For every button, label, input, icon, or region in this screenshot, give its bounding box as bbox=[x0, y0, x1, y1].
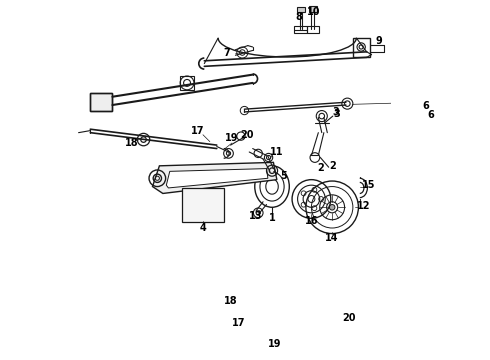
Text: 6: 6 bbox=[422, 101, 429, 111]
Bar bbox=[294, 26, 307, 33]
Text: 9: 9 bbox=[375, 36, 382, 46]
Bar bbox=[182, 188, 223, 222]
Text: 16: 16 bbox=[305, 216, 318, 226]
Text: 2: 2 bbox=[329, 161, 336, 171]
Text: 12: 12 bbox=[357, 201, 370, 211]
Polygon shape bbox=[152, 162, 277, 193]
Text: 8: 8 bbox=[295, 12, 302, 22]
Text: 3: 3 bbox=[334, 109, 341, 119]
Text: 17: 17 bbox=[232, 318, 245, 328]
Text: 19: 19 bbox=[225, 133, 239, 143]
Text: 13: 13 bbox=[249, 211, 263, 221]
Bar bbox=[297, 7, 305, 13]
Text: 10: 10 bbox=[307, 8, 320, 17]
Text: 14: 14 bbox=[325, 233, 339, 243]
Text: 4: 4 bbox=[199, 223, 206, 233]
Bar bbox=[90, 93, 112, 111]
Bar bbox=[180, 76, 194, 90]
Text: 18: 18 bbox=[125, 138, 139, 148]
Text: 15: 15 bbox=[362, 180, 375, 190]
Bar bbox=[353, 38, 370, 57]
Text: 6: 6 bbox=[428, 111, 434, 120]
Bar bbox=[307, 26, 319, 33]
Text: 7: 7 bbox=[223, 48, 230, 58]
Circle shape bbox=[329, 204, 335, 210]
Text: 1: 1 bbox=[269, 213, 275, 223]
Text: 3: 3 bbox=[332, 107, 339, 117]
Bar bbox=[90, 93, 112, 111]
Text: 19: 19 bbox=[268, 339, 282, 349]
Text: 2: 2 bbox=[317, 163, 324, 173]
Text: 20: 20 bbox=[241, 130, 254, 140]
Text: 5: 5 bbox=[280, 171, 287, 181]
Text: 17: 17 bbox=[191, 126, 204, 136]
Polygon shape bbox=[166, 168, 268, 188]
Text: 11: 11 bbox=[270, 147, 284, 157]
Text: 18: 18 bbox=[224, 296, 237, 306]
Text: 20: 20 bbox=[343, 313, 356, 323]
Bar bbox=[309, 5, 317, 13]
